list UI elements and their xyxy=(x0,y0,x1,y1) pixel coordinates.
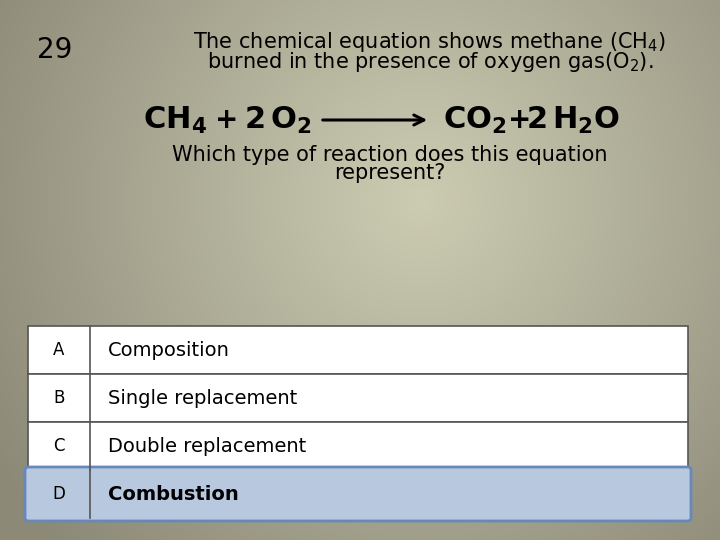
FancyBboxPatch shape xyxy=(25,467,691,521)
Text: 29: 29 xyxy=(37,36,73,64)
Text: Single replacement: Single replacement xyxy=(108,388,297,408)
Text: B: B xyxy=(53,389,65,407)
Text: The chemical equation shows methane (CH$_4$): The chemical equation shows methane (CH$… xyxy=(194,30,667,54)
Text: D: D xyxy=(53,485,66,503)
Text: $\mathbf{+}$: $\mathbf{+}$ xyxy=(214,106,236,134)
Bar xyxy=(28,374,688,422)
Text: A: A xyxy=(53,341,65,359)
Text: represent?: represent? xyxy=(334,163,446,183)
Text: burned in the presence of oxygen gas(O$_2$).: burned in the presence of oxygen gas(O$_… xyxy=(207,50,653,74)
Text: $\mathbf{2\,O_2}$: $\mathbf{2\,O_2}$ xyxy=(244,104,312,136)
Text: Combustion: Combustion xyxy=(108,484,239,503)
Text: Which type of reaction does this equation: Which type of reaction does this equatio… xyxy=(172,145,608,165)
Text: Double replacement: Double replacement xyxy=(108,436,306,456)
Bar xyxy=(28,422,688,470)
Text: Composition: Composition xyxy=(108,341,230,360)
FancyArrowPatch shape xyxy=(323,115,424,125)
Text: $\mathbf{2\,H_2O}$: $\mathbf{2\,H_2O}$ xyxy=(526,104,620,136)
Text: C: C xyxy=(53,437,65,455)
Text: $\mathbf{CO_2}$: $\mathbf{CO_2}$ xyxy=(443,104,507,136)
Text: $\mathbf{CH_4}$: $\mathbf{CH_4}$ xyxy=(143,104,207,136)
Text: $\mathbf{+}$: $\mathbf{+}$ xyxy=(507,106,529,134)
Bar xyxy=(28,326,688,374)
